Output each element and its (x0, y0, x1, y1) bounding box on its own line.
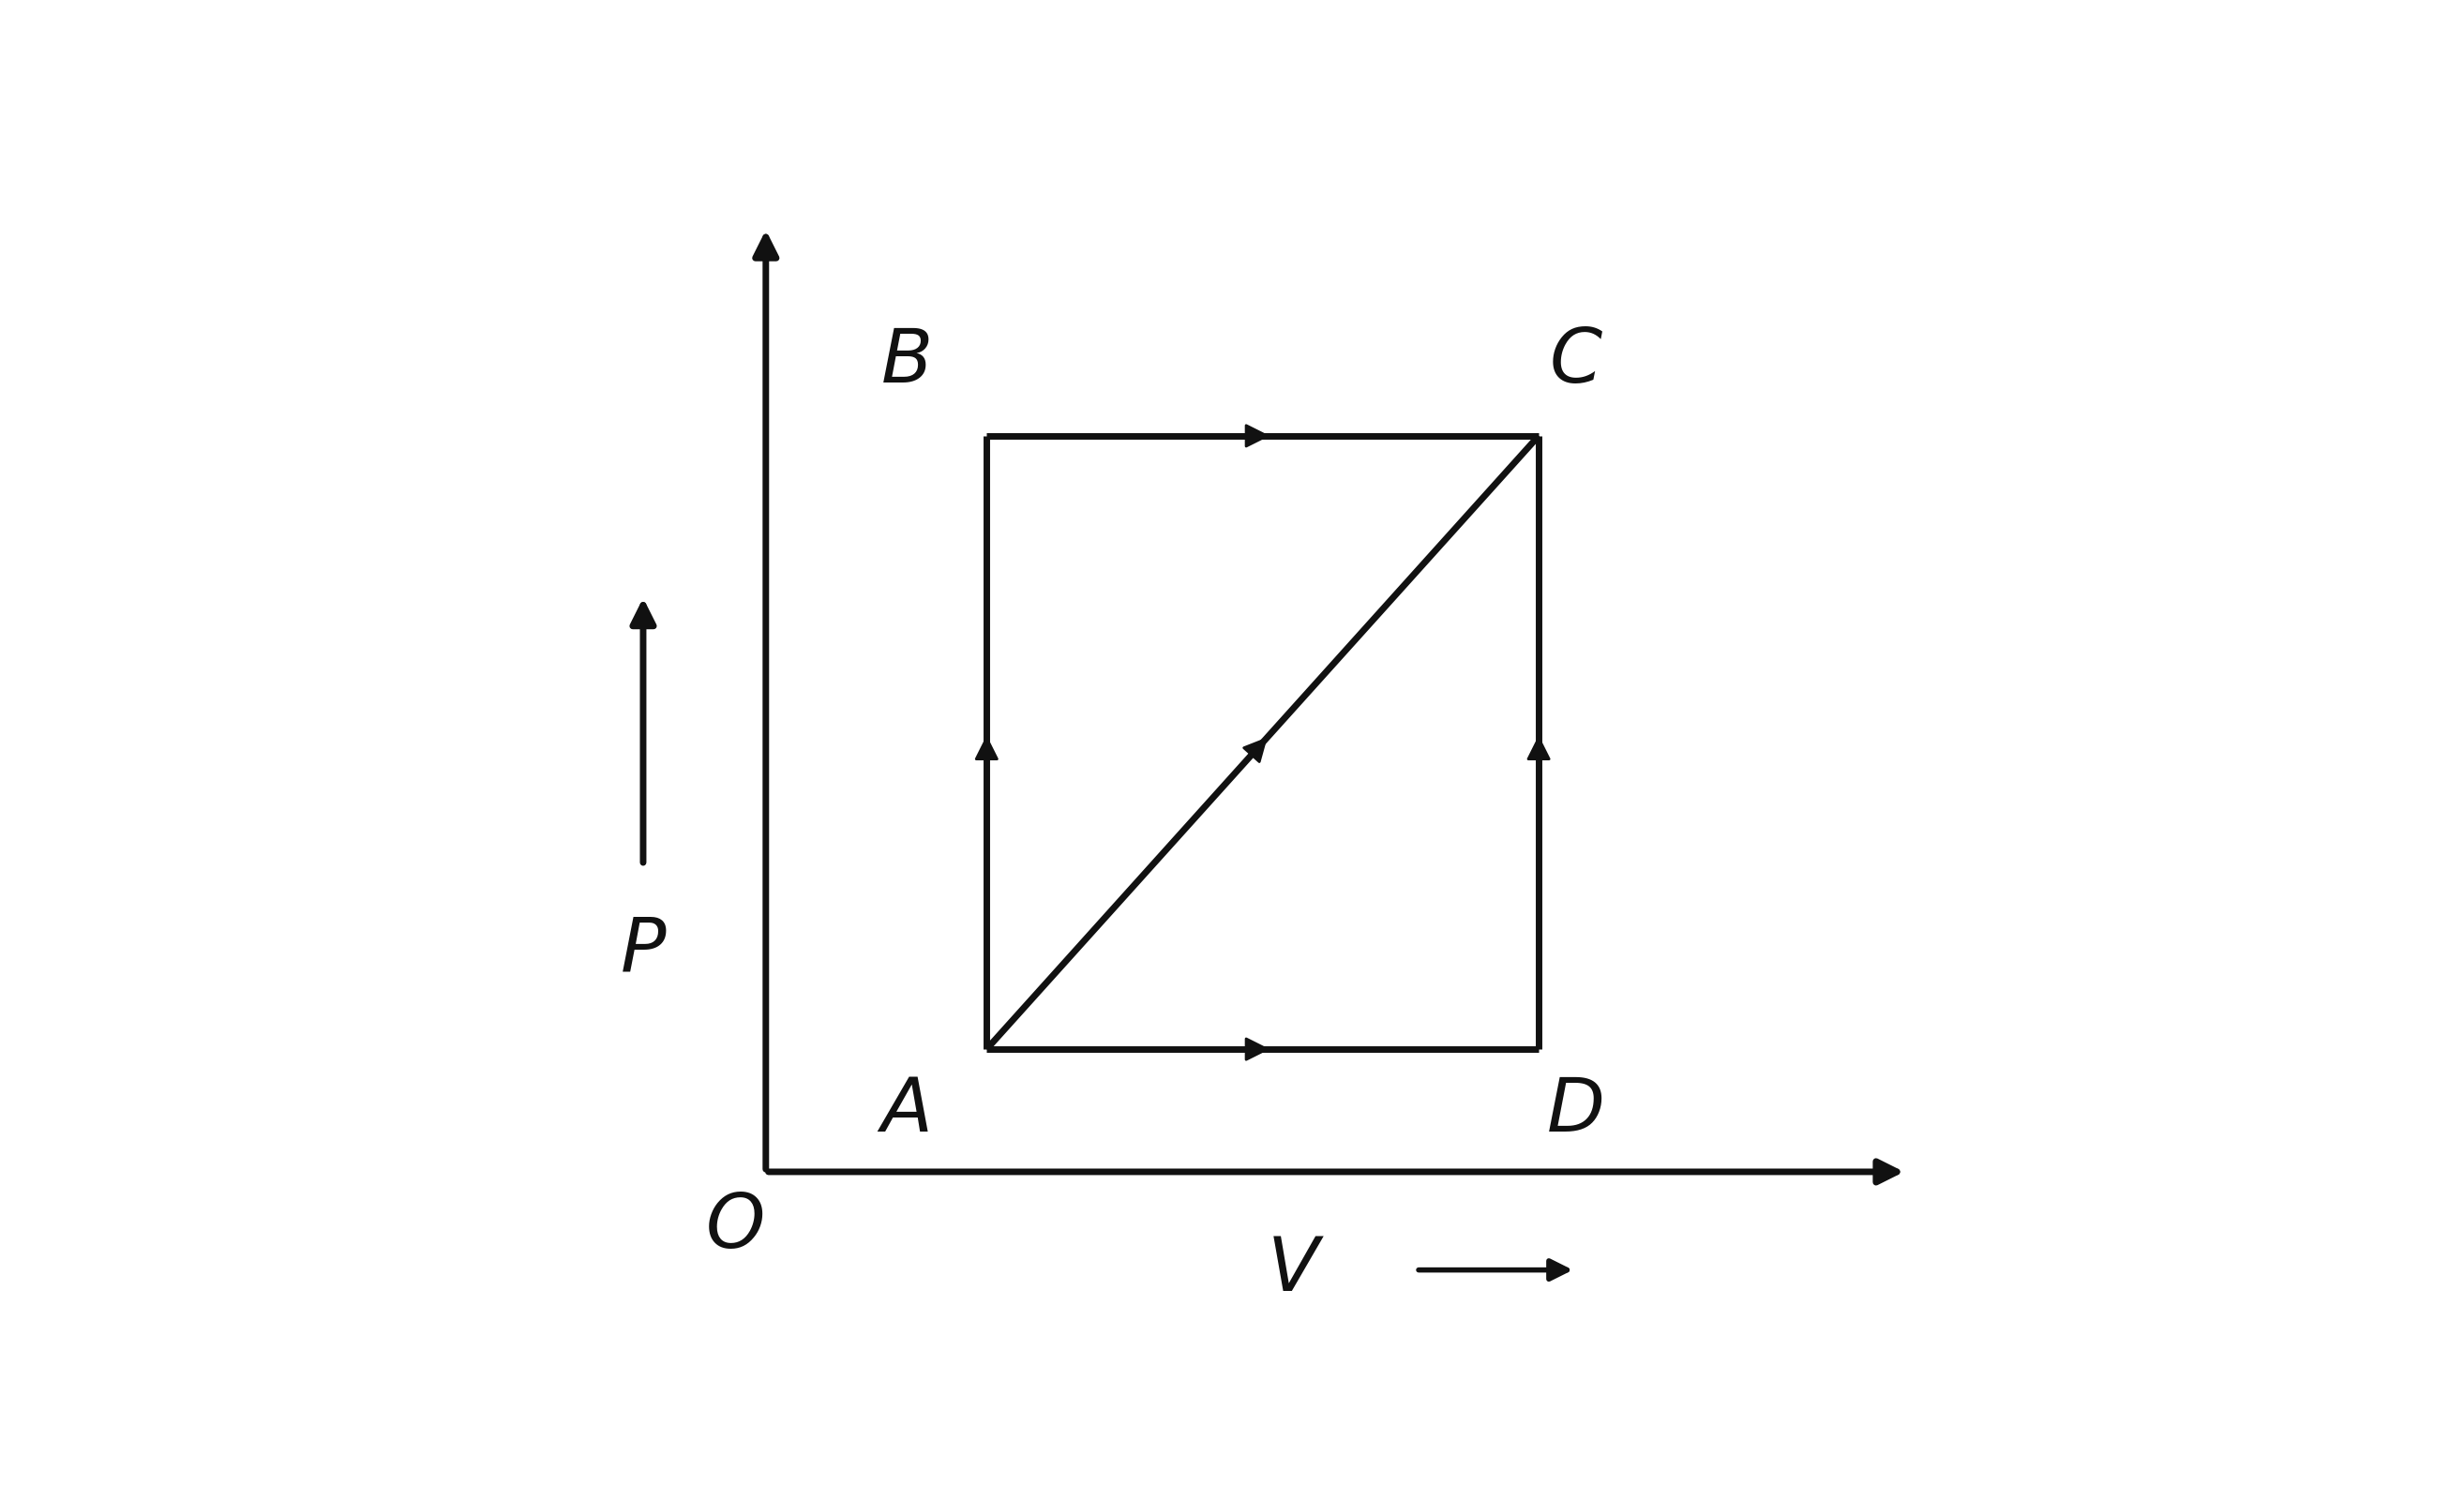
Text: C: C (1550, 325, 1602, 399)
Text: V: V (1266, 1234, 1318, 1307)
Text: A: A (882, 1074, 934, 1146)
Text: O: O (705, 1191, 764, 1264)
Text: P: P (621, 915, 665, 988)
Text: D: D (1547, 1074, 1604, 1146)
Text: B: B (882, 325, 934, 399)
